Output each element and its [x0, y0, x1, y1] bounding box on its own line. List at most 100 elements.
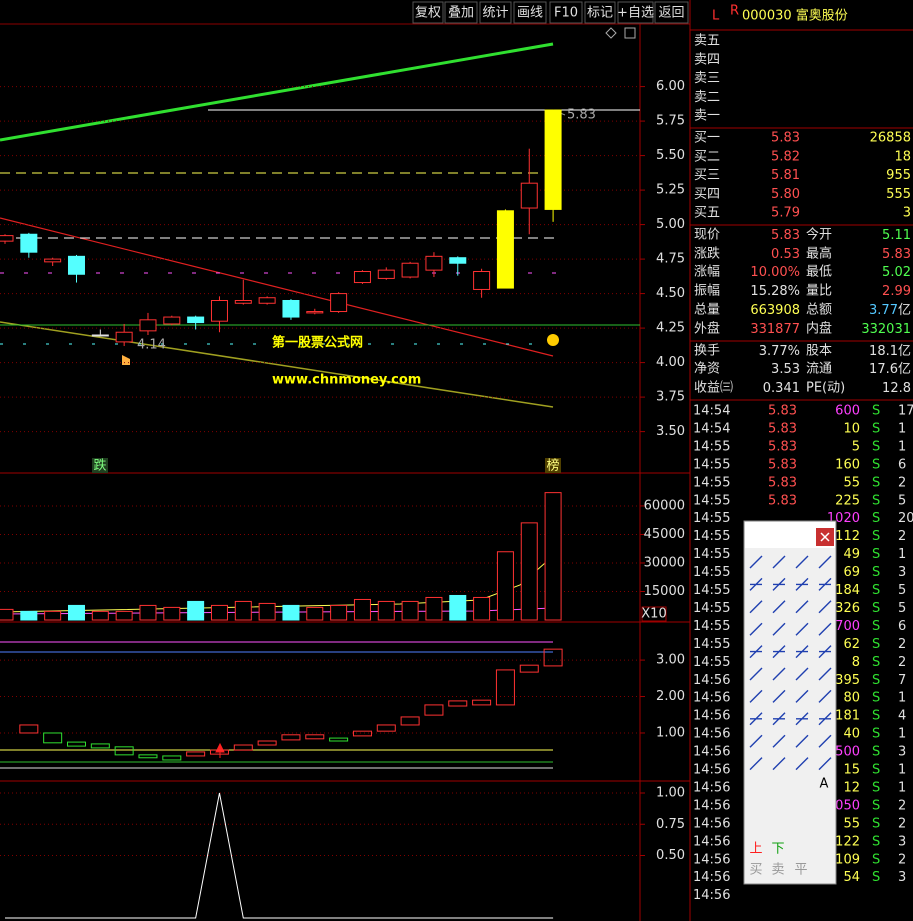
tool-icon[interactable]: [749, 757, 763, 771]
tool-icon[interactable]: [772, 667, 786, 681]
bid-label: 买一: [694, 131, 720, 146]
tool-icon[interactable]: [795, 757, 809, 771]
indicator-box: [186, 751, 206, 757]
tool-icon[interactable]: [795, 577, 809, 591]
indicator-box: [472, 699, 492, 706]
trade-count: 1: [898, 439, 906, 454]
tool-icon[interactable]: [795, 667, 809, 681]
stat-label: 流通: [806, 362, 832, 377]
tool-icon[interactable]: [772, 622, 786, 636]
tool-icon[interactable]: [795, 622, 809, 636]
tool-icon[interactable]: [749, 734, 763, 748]
tool-label[interactable]: 卖: [771, 863, 784, 878]
tool-icon[interactable]: [795, 689, 809, 703]
candle-body: [544, 109, 562, 210]
tool-icon[interactable]: [772, 689, 786, 703]
tool-icon[interactable]: [818, 555, 832, 569]
tool-icon[interactable]: [772, 577, 786, 591]
volume-bar: [44, 610, 62, 621]
stat-value: 5.11: [882, 228, 911, 243]
tool-label[interactable]: 平: [794, 863, 807, 878]
indicator-box: [352, 730, 372, 737]
y-tick-label: 0.75: [656, 817, 685, 832]
tool-icon[interactable]: [818, 645, 832, 659]
toolbar-button[interactable]: [412, 1, 444, 24]
diamond-icon[interactable]: [605, 27, 617, 39]
tool-icon[interactable]: [772, 600, 786, 614]
tool-label[interactable]: 上: [749, 842, 762, 857]
tool-icon[interactable]: [818, 622, 832, 636]
toolbar-label[interactable]: F10: [554, 6, 578, 21]
tool-icon[interactable]: [795, 712, 809, 726]
y-tick-label: 4.00: [656, 355, 685, 370]
stat-number: 3.77: [869, 303, 898, 318]
stat-label: 今开: [806, 227, 832, 243]
toolbar-button[interactable]: [617, 1, 654, 24]
y-tick-label: 3.50: [656, 424, 685, 439]
tool-icon[interactable]: [772, 757, 786, 771]
tool-icon[interactable]: [772, 712, 786, 726]
tool-icon[interactable]: [772, 645, 786, 659]
tool-label[interactable]: A: [820, 777, 829, 792]
stat-value: 15.28%: [750, 284, 800, 299]
trade-time: 14:55: [693, 439, 730, 454]
close-icon[interactable]: [820, 532, 830, 542]
tool-icon[interactable]: [818, 577, 832, 591]
candle-body: [377, 269, 395, 279]
toolbar-button[interactable]: [479, 1, 512, 24]
tool-icon[interactable]: [749, 712, 763, 726]
stat-value: 331877: [750, 322, 800, 337]
trade-side: S: [872, 709, 880, 724]
stat-number: 5.83: [771, 228, 800, 243]
toolbar-label[interactable]: 统计: [482, 6, 508, 21]
volume-bar: [353, 598, 371, 621]
tool-icon[interactable]: [795, 555, 809, 569]
toolbar-button[interactable]: [444, 1, 478, 24]
tool-icon[interactable]: [749, 600, 763, 614]
tool-icon[interactable]: [749, 577, 763, 591]
volume-bar: [330, 604, 348, 621]
toolbar-label[interactable]: +自选: [617, 6, 654, 21]
trade-volume: 8: [852, 655, 860, 670]
toolbar-button[interactable]: [584, 1, 616, 24]
tool-icon[interactable]: [749, 689, 763, 703]
tool-icon[interactable]: [795, 600, 809, 614]
tool-icon[interactable]: [749, 622, 763, 636]
toolbar-label[interactable]: 画线: [517, 6, 543, 21]
tool-icon[interactable]: [818, 712, 832, 726]
tool-icon[interactable]: [749, 555, 763, 569]
toolbar-label[interactable]: 返回: [658, 6, 684, 21]
tool-icon[interactable]: [749, 645, 763, 659]
tool-icon[interactable]: [772, 734, 786, 748]
tool-icon[interactable]: [818, 734, 832, 748]
volume-bar: [449, 594, 467, 621]
tool-label[interactable]: 买: [749, 863, 762, 878]
trade-time: 14:55: [693, 583, 730, 598]
tool-icon[interactable]: [818, 667, 832, 681]
tool-icon[interactable]: [795, 734, 809, 748]
trade-count: 1: [898, 421, 906, 436]
trade-time: 14:55: [693, 475, 730, 490]
window-icon[interactable]: [624, 27, 636, 39]
tool-icon[interactable]: [795, 645, 809, 659]
tool-icon[interactable]: [818, 600, 832, 614]
toolbar-button[interactable]: [513, 1, 547, 24]
stat-label: 总量: [694, 303, 720, 318]
toolbar-label[interactable]: 标记: [587, 6, 613, 21]
tool-label[interactable]: 下: [771, 842, 784, 857]
trade-side: S: [872, 763, 880, 778]
toolbar-label[interactable]: 复权: [415, 5, 441, 21]
tool-icon[interactable]: [818, 757, 832, 771]
toolbar-label[interactable]: 叠加: [448, 6, 474, 21]
y-tick-label: 5.50: [656, 148, 685, 163]
toolbar-button[interactable]: [654, 1, 689, 24]
volume-bar: [425, 596, 443, 621]
stat-label: 股本: [806, 344, 832, 359]
tool-icon[interactable]: [818, 689, 832, 703]
stat-value: 10.00%: [750, 265, 800, 280]
candle-body: [496, 210, 514, 289]
tool-icon[interactable]: [749, 667, 763, 681]
tool-icon[interactable]: [772, 555, 786, 569]
toolbar-button[interactable]: [549, 1, 583, 24]
